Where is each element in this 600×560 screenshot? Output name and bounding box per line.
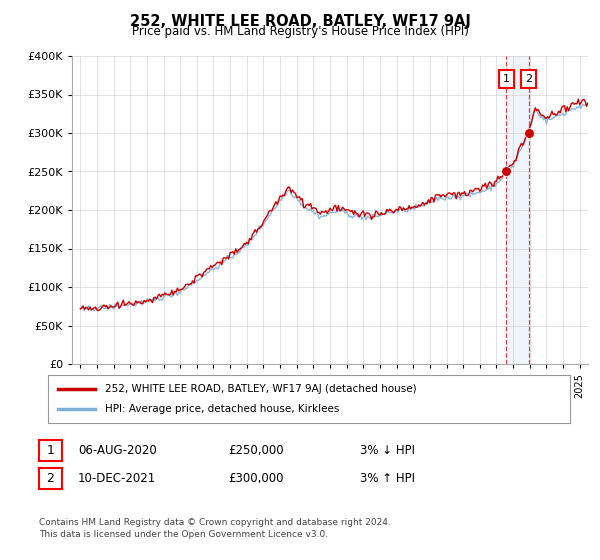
Text: £250,000: £250,000 xyxy=(228,444,284,458)
Text: Contains HM Land Registry data © Crown copyright and database right 2024.
This d: Contains HM Land Registry data © Crown c… xyxy=(39,518,391,539)
Text: 252, WHITE LEE ROAD, BATLEY, WF17 9AJ (detached house): 252, WHITE LEE ROAD, BATLEY, WF17 9AJ (d… xyxy=(106,384,417,394)
Text: 1: 1 xyxy=(503,74,510,84)
Text: Price paid vs. HM Land Registry's House Price Index (HPI): Price paid vs. HM Land Registry's House … xyxy=(131,25,469,38)
Text: 10-DEC-2021: 10-DEC-2021 xyxy=(78,472,156,486)
Text: 3% ↑ HPI: 3% ↑ HPI xyxy=(360,472,415,486)
Text: 06-AUG-2020: 06-AUG-2020 xyxy=(78,444,157,458)
Text: 2: 2 xyxy=(526,74,532,84)
Text: HPI: Average price, detached house, Kirklees: HPI: Average price, detached house, Kirk… xyxy=(106,404,340,414)
Text: 1: 1 xyxy=(46,444,55,458)
Text: 3% ↓ HPI: 3% ↓ HPI xyxy=(360,444,415,458)
Text: 252, WHITE LEE ROAD, BATLEY, WF17 9AJ: 252, WHITE LEE ROAD, BATLEY, WF17 9AJ xyxy=(130,14,470,29)
Bar xyxy=(506,56,529,364)
Text: £300,000: £300,000 xyxy=(228,472,284,486)
Text: 2: 2 xyxy=(46,472,55,486)
